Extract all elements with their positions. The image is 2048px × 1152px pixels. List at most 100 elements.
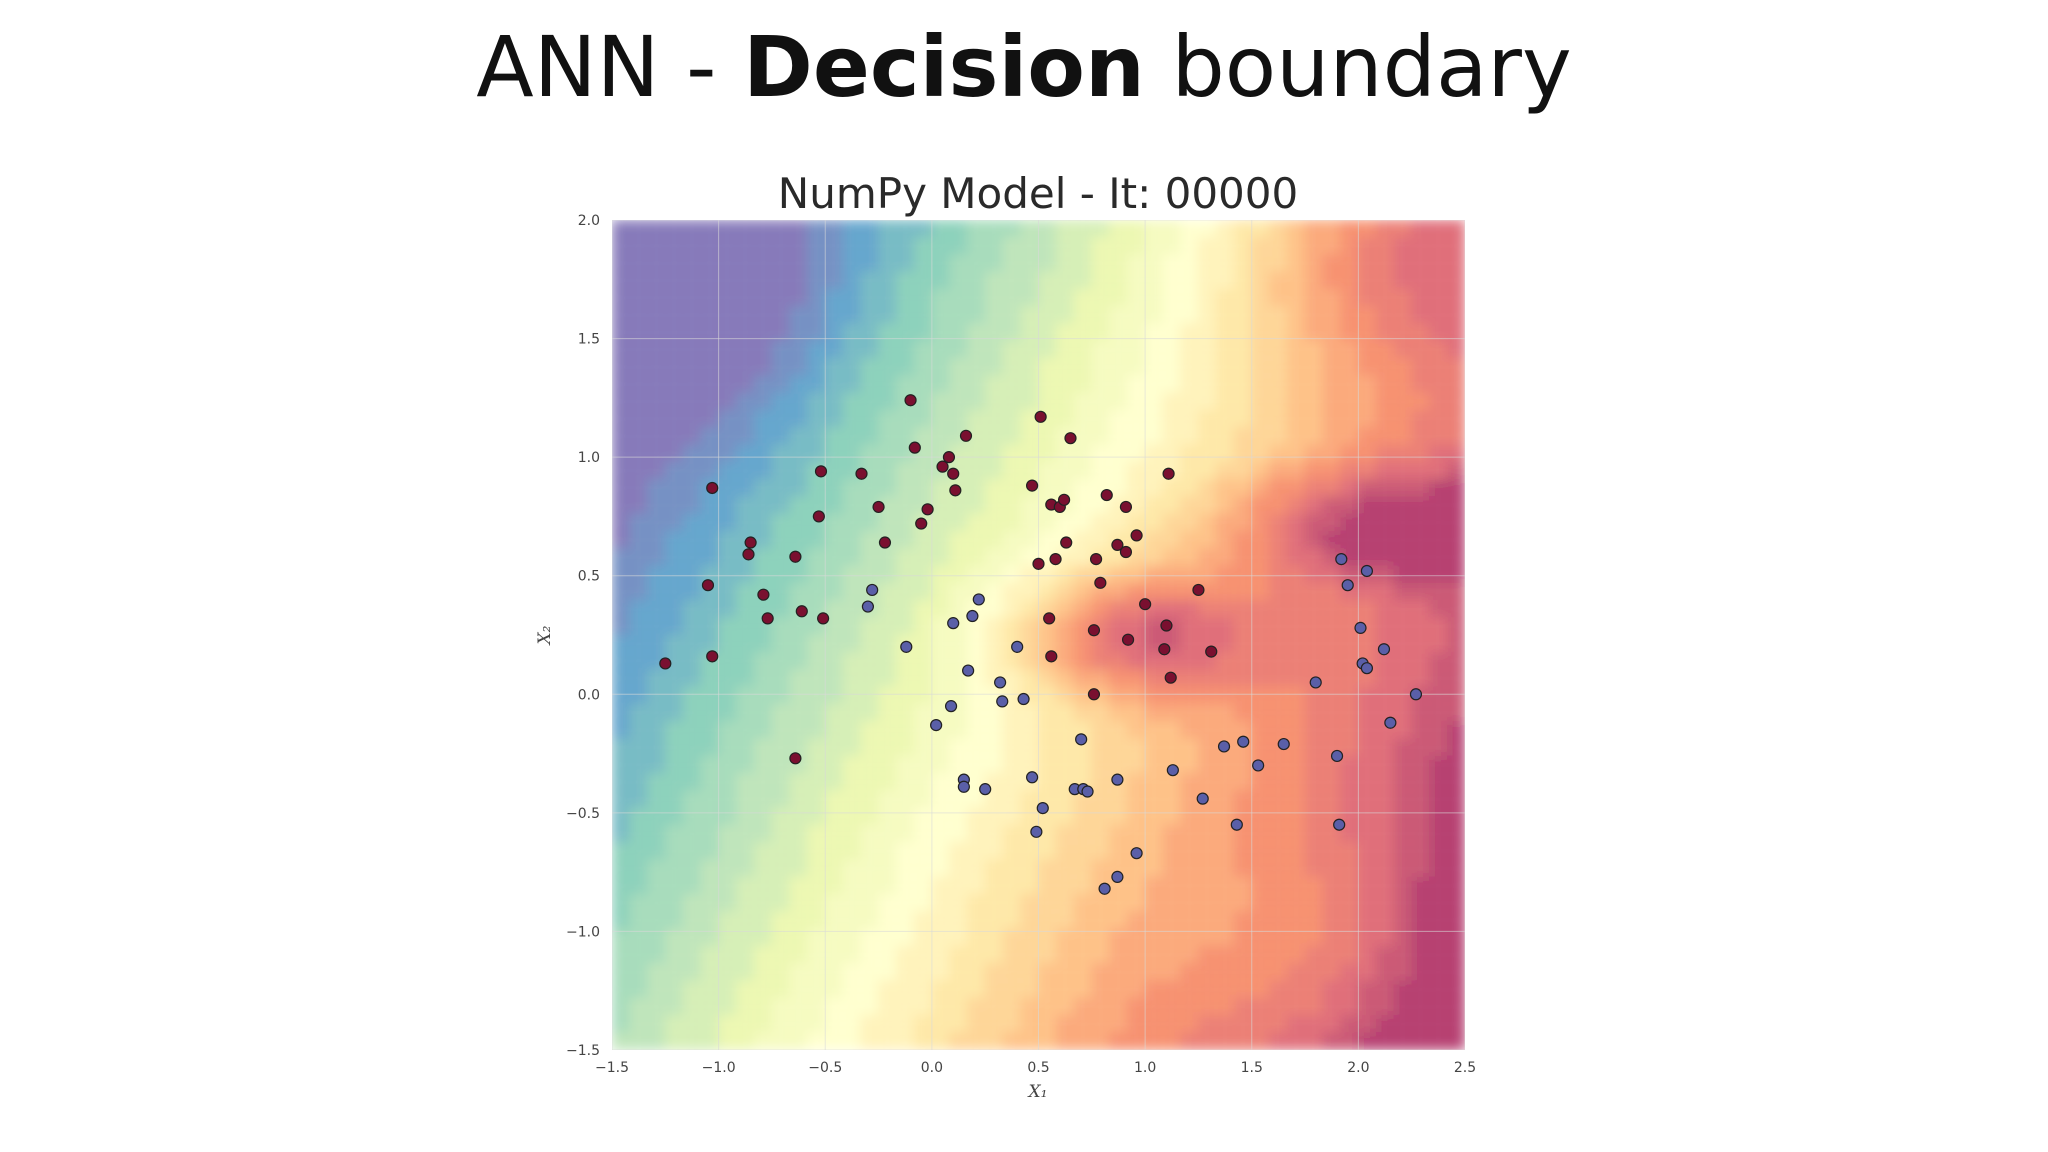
surface-cell bbox=[1073, 703, 1093, 722]
surface-cell bbox=[1304, 945, 1324, 965]
surface-cell bbox=[664, 824, 684, 843]
surface-cell bbox=[718, 548, 737, 567]
surface-cell bbox=[1428, 634, 1448, 653]
surface-cell bbox=[647, 980, 666, 999]
surface-cell bbox=[1038, 893, 1057, 913]
surface-cell bbox=[1144, 686, 1164, 705]
surface-cell bbox=[1393, 790, 1413, 809]
data-point-class-0 bbox=[817, 612, 830, 625]
data-point-class-0 bbox=[1045, 650, 1058, 663]
surface-cell bbox=[984, 461, 1004, 480]
surface-cell bbox=[1286, 582, 1306, 601]
surface-cell bbox=[913, 686, 933, 705]
surface-cell bbox=[1126, 824, 1146, 843]
surface-cell bbox=[860, 911, 880, 930]
surface-cell bbox=[913, 790, 933, 809]
surface-cell bbox=[1322, 599, 1342, 619]
x-tick-label: 0.5 bbox=[1027, 1060, 1049, 1076]
surface-cell bbox=[1304, 790, 1324, 809]
surface-cell bbox=[718, 911, 737, 930]
surface-cell bbox=[1428, 790, 1448, 809]
surface-cell bbox=[984, 876, 1004, 895]
surface-cell bbox=[913, 220, 933, 238]
surface-cell bbox=[753, 375, 773, 394]
surface-cell bbox=[1055, 392, 1075, 411]
surface-cell bbox=[700, 305, 720, 325]
surface-cell bbox=[1251, 427, 1271, 446]
surface-cell bbox=[842, 980, 862, 999]
surface-cell bbox=[1428, 842, 1448, 861]
surface-cell bbox=[1428, 738, 1448, 757]
surface-cell bbox=[1144, 565, 1164, 584]
surface-cell bbox=[1428, 271, 1448, 290]
surface-cell bbox=[1002, 305, 1022, 325]
surface-cell bbox=[1322, 271, 1342, 290]
surface-cell bbox=[735, 496, 755, 515]
surface-cell bbox=[1446, 409, 1465, 428]
surface-cell bbox=[771, 738, 791, 757]
surface-cell bbox=[735, 409, 755, 428]
surface-cell bbox=[1357, 1032, 1377, 1050]
surface-cell bbox=[1411, 876, 1430, 895]
surface-cell bbox=[931, 755, 951, 774]
surface-cell bbox=[1180, 824, 1199, 843]
surface-cell bbox=[789, 669, 808, 688]
surface-cell bbox=[1428, 548, 1448, 567]
surface-cell bbox=[1322, 496, 1342, 515]
surface-cell bbox=[1322, 928, 1342, 947]
surface-cell bbox=[1144, 824, 1164, 843]
surface-cell bbox=[1393, 997, 1413, 1016]
surface-cell bbox=[718, 617, 737, 636]
surface-cell bbox=[647, 703, 666, 722]
surface-cell bbox=[682, 409, 702, 428]
surface-cell bbox=[1446, 755, 1465, 774]
surface-cell bbox=[1393, 634, 1413, 653]
surface-cell bbox=[913, 461, 933, 480]
surface-cell bbox=[806, 911, 826, 930]
data-point-class-0 bbox=[812, 510, 825, 523]
surface-cell bbox=[1038, 686, 1057, 705]
surface-cell bbox=[1233, 669, 1253, 688]
surface-cell bbox=[771, 427, 791, 446]
surface-cell bbox=[1215, 824, 1235, 843]
surface-cell bbox=[1020, 893, 1039, 913]
title-suffix: boundary bbox=[1144, 18, 1572, 116]
surface-cell bbox=[1340, 375, 1359, 394]
surface-cell bbox=[824, 686, 844, 705]
surface-cell bbox=[1428, 582, 1448, 601]
surface-cell bbox=[1091, 254, 1111, 273]
surface-cell bbox=[931, 842, 951, 861]
surface-cell bbox=[895, 945, 915, 965]
surface-cell bbox=[1269, 686, 1288, 705]
surface-cell bbox=[1109, 305, 1128, 325]
surface-cell bbox=[1126, 945, 1146, 965]
surface-cell bbox=[1038, 340, 1057, 359]
surface-cell bbox=[895, 720, 915, 740]
surface-cell bbox=[1286, 911, 1306, 930]
surface-cell bbox=[718, 220, 737, 238]
surface-cell bbox=[842, 323, 862, 342]
surface-cell bbox=[1197, 496, 1217, 515]
surface-cell bbox=[878, 599, 897, 619]
surface-cell bbox=[949, 1032, 968, 1050]
surface-cell bbox=[1375, 1032, 1395, 1050]
data-point-class-1 bbox=[994, 676, 1007, 689]
surface-cell bbox=[753, 876, 773, 895]
surface-cell bbox=[682, 271, 702, 290]
surface-cell bbox=[949, 409, 968, 428]
surface-cell bbox=[612, 271, 631, 290]
surface-cell bbox=[1286, 807, 1306, 826]
surface-cell bbox=[664, 478, 684, 498]
surface-cell bbox=[1340, 945, 1359, 965]
surface-cell bbox=[984, 513, 1004, 532]
surface-cell bbox=[789, 357, 808, 377]
surface-cell bbox=[700, 859, 720, 878]
surface-cell bbox=[1073, 220, 1093, 238]
surface-cell bbox=[842, 963, 862, 982]
surface-cell bbox=[806, 945, 826, 965]
surface-cell bbox=[1393, 530, 1413, 550]
surface-cell bbox=[949, 357, 968, 377]
surface-cell bbox=[1162, 357, 1182, 377]
surface-cell bbox=[1286, 254, 1306, 273]
surface-cell bbox=[771, 686, 791, 705]
